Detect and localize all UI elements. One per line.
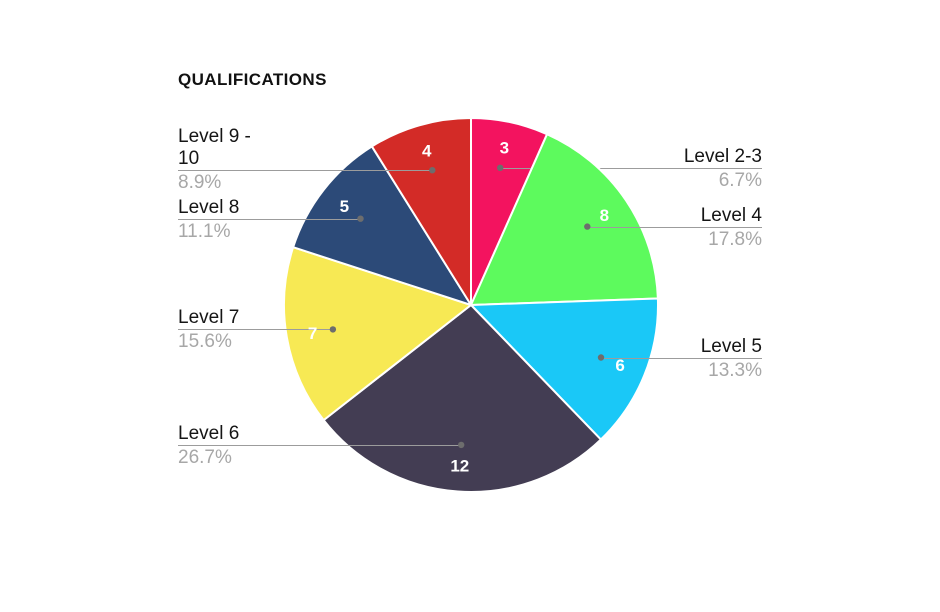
leader-dot-level-6 [458,441,465,449]
leader-dot-level-2-3 [497,164,504,171]
leader-dot-level-5 [597,354,605,361]
slice-value-label: 8 [600,206,609,225]
slice-value-label: 5 [340,197,349,216]
slice-value-label: 3 [500,139,509,158]
pie-slice-level-8[interactable] [292,145,472,306]
slice-value-label: 7 [308,324,317,343]
leader-dot-level-8 [357,215,364,222]
leader-dot-level-7 [329,326,337,333]
pie-slice-level-4[interactable] [470,133,659,306]
slice-value-label: 6 [615,356,624,375]
leader-dot-level-4 [584,223,591,230]
leader-dot-level-9-10 [429,167,436,174]
pie-slice-level-5[interactable] [470,297,659,441]
slice-value-label: 12 [450,456,469,475]
pie-slice-level-9-10[interactable] [370,117,472,306]
chart-title: QUALIFICATIONS [178,70,327,89]
slice-value-label: 4 [422,141,432,160]
